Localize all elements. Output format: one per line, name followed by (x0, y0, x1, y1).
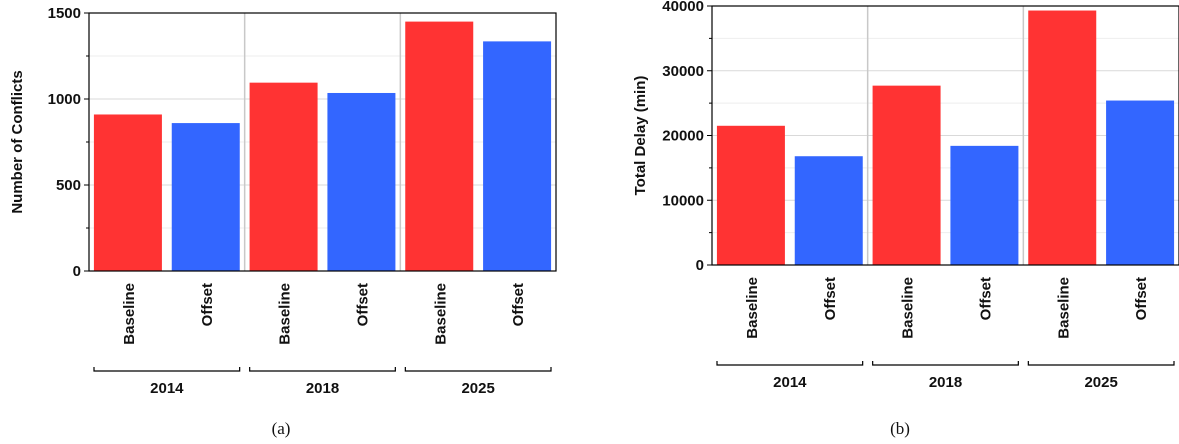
bar-offset-2014 (171, 123, 240, 271)
bar-offset-2018 (327, 92, 396, 271)
y-tick-label: 500 (56, 177, 81, 194)
group-label: 2025 (1084, 374, 1117, 391)
x-category-label: Offset (199, 283, 216, 326)
group-bracket (404, 367, 552, 372)
x-category-label: Baseline (432, 283, 449, 345)
figure-caption: (b) (890, 419, 910, 438)
group-bracket (249, 367, 396, 372)
y-tick-label: 10000 (662, 192, 704, 209)
bar-offset-2014 (794, 156, 863, 265)
x-category-label: Baseline (744, 277, 761, 339)
bar-offset-2025 (483, 41, 552, 271)
chart-b: Baseline Offset 2014 Baseline Offset 2018 Base… (632, 0, 1179, 438)
y-tick-label: 20000 (662, 128, 704, 145)
x-category-label: Baseline (900, 277, 917, 339)
bar-baseline-2018 (872, 85, 941, 265)
bar-baseline-2025 (1028, 10, 1097, 265)
x-category-label: Offset (822, 277, 839, 320)
y-tick-label: 0 (73, 263, 81, 280)
figure-caption: (a) (272, 419, 291, 438)
group-label: 2018 (929, 374, 962, 391)
group-label: 2014 (773, 374, 807, 391)
x-category-label: Offset (977, 277, 994, 320)
x-category-label: Offset (1133, 277, 1150, 320)
x-category-label: Baseline (277, 283, 294, 345)
y-tick-label: 30000 (662, 63, 704, 80)
x-category-label: Baseline (1055, 277, 1072, 339)
group-bracket (93, 367, 241, 372)
group-label: 2025 (461, 380, 494, 397)
group-label: 2014 (150, 380, 184, 397)
y-axis-label: Total Delay (min) (632, 76, 649, 196)
chart-a: Baseline Offset 2014 Baseline Offset 2018 Base… (9, 5, 557, 438)
bar-baseline-2014 (93, 114, 162, 271)
bar-offset-2025 (1106, 100, 1175, 265)
group-label: 2018 (306, 380, 339, 397)
x-category-label: Baseline (121, 283, 138, 345)
group-bracket (1027, 361, 1175, 366)
x-category-label: Offset (510, 283, 527, 326)
bar-baseline-2025 (405, 21, 474, 271)
x-category-label: Offset (354, 283, 371, 326)
bar-baseline-2014 (716, 125, 785, 265)
y-tick-label: 1000 (48, 91, 81, 108)
group-bracket (872, 361, 1019, 366)
y-axis-label: Number of Conflicts (9, 70, 26, 213)
bar-baseline-2018 (249, 82, 318, 271)
y-tick-label: 40000 (662, 0, 704, 15)
y-tick-label: 1500 (48, 5, 81, 22)
bar-offset-2018 (950, 145, 1019, 265)
y-tick-label: 0 (696, 257, 704, 274)
group-bracket (716, 361, 864, 366)
